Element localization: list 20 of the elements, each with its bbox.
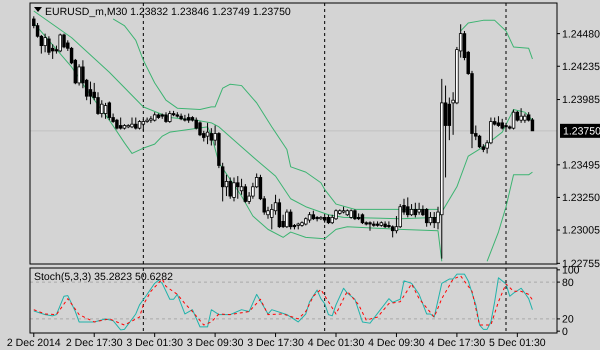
x-tick-label: 4 Dec 01:30 xyxy=(308,337,364,349)
x-tick-label: 5 Dec 01:30 xyxy=(489,337,546,349)
y-tick-label: 0 xyxy=(562,326,568,338)
x-tick-label: 3 Dec 17:30 xyxy=(247,337,304,349)
y-tick-label: 1.24480 xyxy=(562,28,600,40)
x-tick-label: 2 Dec 17:30 xyxy=(66,337,123,349)
y-tick-label: 1.23250 xyxy=(562,192,600,204)
y-tick-label: 1.23985 xyxy=(562,94,600,106)
y-tick-label: 1.24235 xyxy=(562,60,600,73)
chart-title: EURUSD_m,M30 1.23832 1.23846 1.23749 1.23750 xyxy=(45,6,291,18)
x-tick-label: 4 Dec 09:30 xyxy=(368,337,425,349)
x-tick-label: 3 Dec 09:30 xyxy=(186,337,244,349)
chart-title: Stoch(5,3,3) 35.2823 50.6282 xyxy=(34,271,174,283)
y-tick-label: 1.23005 xyxy=(562,224,600,237)
x-tick-label: 2 Dec 2014 xyxy=(6,337,61,349)
y-tick-label: 1.23495 xyxy=(562,159,600,172)
y-tick-label: 80 xyxy=(562,276,574,289)
y-tick-label: 20 xyxy=(562,314,574,326)
x-tick-label: 4 Dec 17:30 xyxy=(428,337,486,349)
x-tick-label: 3 Dec 01:30 xyxy=(126,337,184,349)
